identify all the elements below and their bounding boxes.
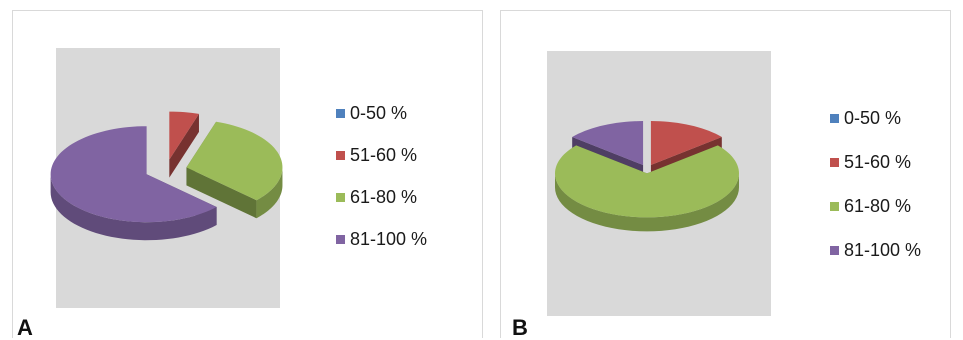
legend-label: 51-60 % (350, 145, 418, 165)
pie-slice-61-80 (555, 145, 739, 232)
legend-label: 61-80 % (350, 187, 418, 207)
legend-swatch-61-80 (830, 202, 839, 211)
legend-label: 51-60 % (844, 152, 912, 172)
legend-swatch-0-50 (336, 109, 345, 118)
legend-swatch-0-50 (830, 114, 839, 123)
pie-slice-61-80 (186, 121, 283, 219)
plot-area-b (547, 51, 771, 316)
pie-slice-51-60 (169, 111, 199, 178)
legend-swatch-81-100 (830, 246, 839, 255)
legend-label: 0-50 % (350, 103, 408, 123)
legend-swatch-51-60 (336, 151, 345, 160)
legend-label: 61-80 % (844, 196, 912, 216)
legend-label: 0-50 % (844, 108, 902, 128)
panel-label-a: A (17, 315, 33, 340)
pie-chart-b (555, 121, 739, 232)
legend-label: 81-100 % (350, 229, 428, 249)
legend-swatch-61-80 (336, 193, 345, 202)
panel-label-b: B (512, 315, 528, 340)
legend-label: 81-100 % (844, 240, 922, 260)
chart-panel-a: 0-50 % 51-60 % 61-80 % 81-100 % A (12, 10, 483, 340)
chart-panel-b: 0-50 % 51-60 % 61-80 % 81-100 % B (500, 10, 951, 340)
pie-chart-a (50, 111, 283, 241)
legend-swatch-81-100 (336, 235, 345, 244)
legend-swatch-51-60 (830, 158, 839, 167)
plot-area-a (50, 48, 283, 308)
pie-slice-81-100 (50, 126, 217, 241)
